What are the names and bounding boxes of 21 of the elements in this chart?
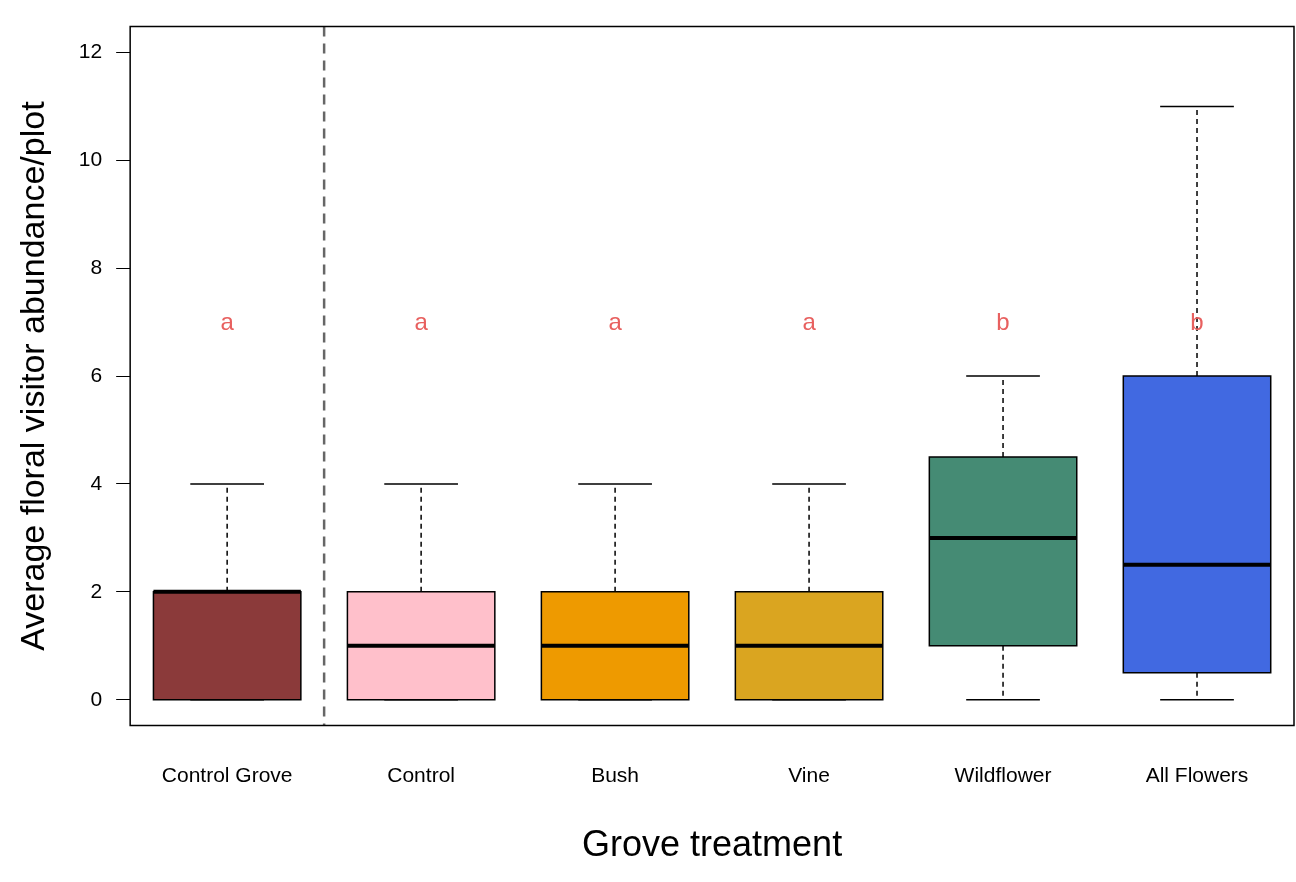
- annotation: a: [608, 308, 623, 336]
- x-tick-label: Control Grove: [161, 763, 293, 786]
- y-axis-title: Average floral visitor abundance/plot: [12, 100, 51, 651]
- x-tick-label: All Flowers: [1145, 763, 1249, 786]
- y-tick-label: 12: [78, 39, 103, 63]
- annotation: a: [414, 308, 429, 336]
- x-tick-label: Control: [387, 763, 455, 786]
- annotation: a: [220, 308, 235, 336]
- x-tick-label: Vine: [788, 763, 830, 786]
- x-axis-title: Grove treatment: [582, 823, 843, 865]
- y-tick-label: 2: [90, 578, 103, 602]
- annotation: b: [1190, 308, 1204, 336]
- y-tick-label: 0: [90, 686, 103, 710]
- annotation: a: [802, 308, 817, 336]
- y-tick-label: 10: [78, 147, 103, 171]
- y-tick-label: 8: [90, 255, 103, 279]
- y-tick-label: 6: [90, 362, 103, 386]
- y-tick-label: 4: [90, 470, 103, 494]
- x-tick-label: Bush: [591, 763, 640, 786]
- annotation: b: [996, 308, 1010, 336]
- x-tick-label: Wildflower: [954, 763, 1052, 786]
